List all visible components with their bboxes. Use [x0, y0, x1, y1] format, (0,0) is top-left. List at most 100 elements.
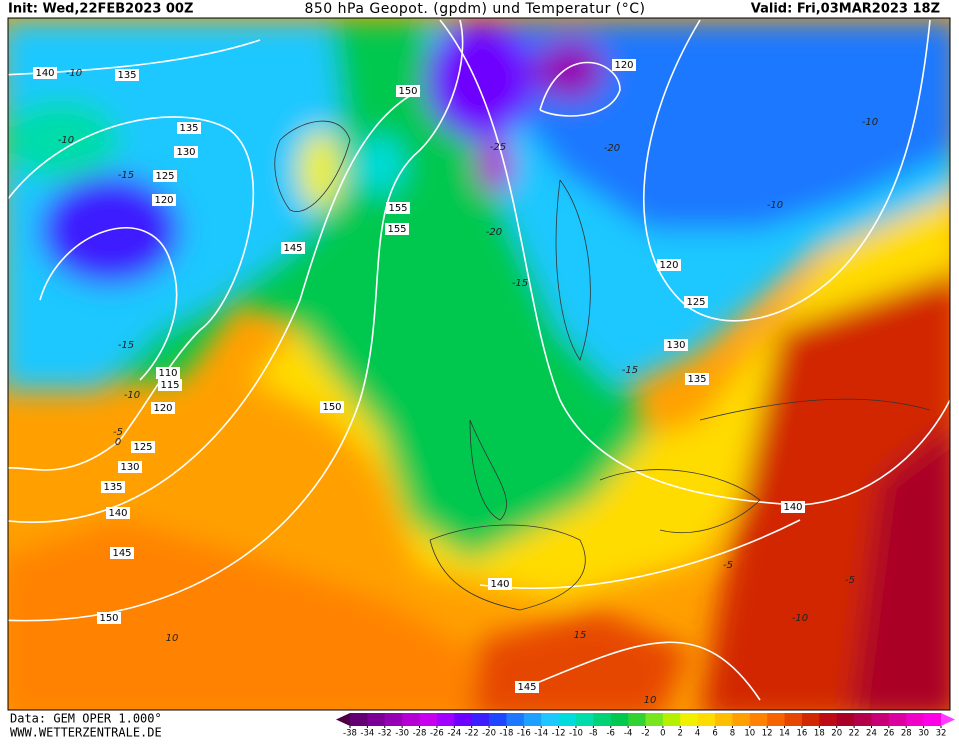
colorbar-label: 32 — [936, 729, 947, 739]
isohypse-label-bg — [115, 69, 139, 81]
colorbar-label: -32 — [378, 729, 392, 739]
isotherm-label: -20 — [604, 143, 620, 154]
colorbar-cell — [906, 713, 925, 726]
isohypse-label-bg — [177, 122, 201, 134]
colorbar-cell — [471, 713, 490, 726]
isotherm-label: -5 — [845, 575, 855, 586]
colorbar-end-low — [336, 713, 350, 726]
site-name: WWW.WETTERZENTRALE.DE — [10, 726, 162, 740]
isohypse-label-bg — [281, 242, 305, 254]
isohypse-label-bg — [156, 367, 180, 379]
colorbar-cell — [454, 713, 473, 726]
colorbar-cell — [923, 713, 942, 726]
valid-time: Valid: Fri,03MAR2023 18Z — [751, 2, 940, 17]
colorbar-cell — [489, 713, 507, 726]
colorbar-cell — [506, 713, 525, 726]
isotherm-label: -10 — [767, 200, 783, 211]
colorbar-label: -26 — [430, 729, 444, 739]
isohypse-label: 120 — [153, 403, 172, 414]
colorbar-label: 2 — [678, 729, 683, 739]
colorbar-label: -20 — [482, 729, 496, 739]
isohypse-label-bg — [684, 296, 708, 308]
isohypse-label-bg — [396, 85, 420, 97]
isotherm-label: -15 — [622, 365, 638, 376]
isohypse-lines — [8, 19, 950, 701]
isohypse-label: 150 — [322, 402, 341, 413]
colorbar-label: -4 — [624, 729, 632, 739]
isohypse-label: 145 — [283, 243, 302, 254]
colorbar-label: 16 — [797, 729, 808, 739]
isohypse-label-bg — [106, 507, 130, 519]
colorbar-cell — [819, 713, 838, 726]
colorbar-cell — [715, 713, 733, 726]
colorbar-cell — [384, 713, 403, 726]
isohypse-label-bg — [33, 67, 57, 79]
colorbar-cell — [680, 713, 699, 726]
isotherm-label: -15 — [118, 170, 134, 181]
map-title: 850 hPa Geopot. (gpdm) und Temperatur (°… — [304, 1, 645, 17]
colorbar-cell — [575, 713, 594, 726]
colorbar-cell — [541, 713, 559, 726]
colorbar-cell — [854, 713, 872, 726]
isohypse-label: 120 — [154, 195, 173, 206]
colorbar-label: 6 — [712, 729, 717, 739]
colorbar-cell — [350, 713, 368, 726]
isohypse-label: 155 — [387, 224, 406, 235]
isohypse-label-bg — [101, 481, 125, 493]
colorbar-label: -2 — [641, 729, 649, 739]
colorbar-label: 18 — [814, 729, 825, 739]
isohypse-label-bg — [158, 379, 182, 391]
colorbar-label: 0 — [660, 729, 665, 739]
data-source: Data: GEM OPER 1.000° — [10, 712, 162, 726]
colorbar-label: 22 — [849, 729, 860, 739]
isotherm-label: 15 — [574, 630, 587, 641]
colorbar-cell — [836, 713, 855, 726]
isohypse-label: 140 — [783, 502, 802, 513]
colorbar-end-high — [941, 713, 955, 726]
isohypse-label: 145 — [517, 682, 536, 693]
isohypse-label: 120 — [614, 60, 633, 71]
isohypse-label-bg — [118, 461, 142, 473]
colorbar-cell — [801, 713, 820, 726]
isohypse-label: 145 — [112, 548, 131, 559]
colorbar-label: 12 — [762, 729, 773, 739]
isohypse-label: 135 — [117, 70, 136, 81]
isohypse-label: 140 — [35, 68, 54, 79]
colorbar-label: -24 — [447, 729, 461, 739]
colorbar-cell — [871, 713, 890, 726]
isohypse-label-bg — [685, 373, 709, 385]
colorbar-label: -30 — [395, 729, 409, 739]
isohypse-label: 115 — [160, 380, 179, 391]
isohypse-label-bg — [131, 441, 155, 453]
colorbar-label: -6 — [606, 729, 614, 739]
colorbar-label: -8 — [589, 729, 597, 739]
colorbar-label: 4 — [695, 729, 700, 739]
isotherm-label: -10 — [862, 117, 878, 128]
colorbar-cell — [784, 713, 803, 726]
isohypse-label: 130 — [666, 340, 685, 351]
isohypse-label-bg — [152, 194, 176, 206]
colorbar-label: -28 — [413, 729, 427, 739]
colorbar-cell — [610, 713, 629, 726]
colorbar-cell — [593, 713, 612, 726]
colorbar-label: -34 — [360, 729, 374, 739]
isohypse-label: 140 — [108, 508, 127, 519]
isohypse-label: 150 — [398, 86, 417, 97]
isohypse-label: 135 — [687, 374, 706, 385]
isohypse-label-bg — [320, 401, 344, 413]
isohypse-label-bg — [151, 402, 175, 414]
isotherm-label: -25 — [490, 142, 506, 153]
map-frame — [7, 17, 951, 711]
isohypse-label: 150 — [99, 613, 118, 624]
colorbar-label: -16 — [517, 729, 531, 739]
colorbar-cell — [645, 713, 664, 726]
colorbar-label: 24 — [866, 729, 877, 739]
isotherm-label: -5 — [113, 427, 123, 438]
colorbar-cell — [732, 713, 751, 726]
isohypse-label: 135 — [179, 123, 198, 134]
colorbar-label: 20 — [831, 729, 842, 739]
colorbar-label: 30 — [918, 729, 929, 739]
coastlines — [274, 120, 931, 611]
colorbar-cell — [402, 713, 420, 726]
